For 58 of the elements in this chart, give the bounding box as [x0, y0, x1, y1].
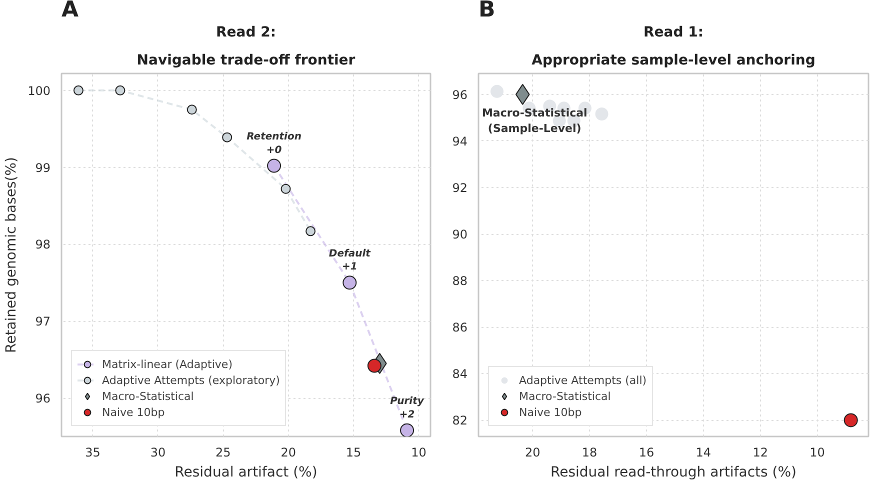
y-tick-label: 97 [35, 314, 51, 329]
point [267, 158, 282, 173]
legend-label: Adaptive Attempts (all) [519, 372, 647, 388]
y-tick-label: 90 [452, 228, 468, 242]
x-axis-title: Residual artifact (%) [174, 464, 318, 480]
x-tick-label: 15 [346, 446, 362, 460]
x-tick-label: 30 [150, 446, 166, 460]
annotation: Default +1 [328, 248, 372, 273]
legend-label: Macro-Statistical [519, 388, 611, 404]
point [222, 132, 232, 142]
text: B [478, 0, 496, 22]
legend-label: Naive 10bp [102, 404, 165, 420]
x-tick-label: 20 [524, 446, 540, 460]
point [844, 413, 858, 428]
point [186, 104, 197, 115]
chart-subtitle: Appropriate sample-level anchoring [532, 52, 816, 68]
legend-label: Macro-Statistical [102, 388, 194, 404]
y-tick-label: 82 [452, 414, 468, 428]
chart-title: Read 1: [644, 24, 704, 40]
y-tick-label: 98 [35, 238, 51, 252]
y-tick-label: 94 [452, 134, 468, 148]
x-tick-label: 18 [582, 446, 598, 460]
chart-subtitle: Navigable trade-off frontier [136, 52, 356, 68]
y-tick-label: 92 [452, 181, 468, 196]
y-tick-label: 88 [452, 274, 468, 288]
text: A [62, 0, 79, 22]
point [280, 184, 291, 194]
x-tick-label: 35 [85, 446, 100, 460]
x-axis-title: Residual read-through artifacts (%) [550, 464, 797, 480]
point [115, 85, 126, 96]
point [73, 85, 84, 96]
annotation: Macro-Statistical (Sample-Level) [482, 106, 588, 136]
point [367, 358, 382, 373]
x-tick-label: 16 [638, 446, 654, 460]
y-tick-label: 99 [35, 160, 51, 175]
chart-title: Read 2: [216, 24, 276, 40]
y-tick-label: 96 [452, 88, 468, 102]
point [306, 226, 316, 236]
x-tick-label: 25 [216, 446, 231, 460]
annotation: Retention +0 [246, 132, 302, 156]
annotation: Purity +2 [390, 396, 424, 420]
x-tick-label: 10 [411, 446, 426, 460]
legend-label: Naive 10bp [519, 404, 582, 420]
y-tick-label: 84 [452, 367, 468, 382]
point [342, 276, 357, 290]
x-tick-label: 12 [752, 446, 768, 460]
y-tick-label: 96 [35, 392, 51, 406]
x-tick-label: 10 [810, 446, 825, 460]
y-axis-title: Retained genomic bases(%) [4, 157, 20, 353]
point [595, 108, 608, 120]
x-tick-label: 14 [696, 446, 712, 460]
legend-label: Adaptive Attempts (exploratory) [102, 372, 280, 388]
x-tick-label: 20 [280, 446, 296, 460]
y-tick-label: 86 [452, 320, 468, 335]
legend-label: Matrix-linear (Adaptive) [102, 356, 232, 372]
point [490, 84, 504, 98]
y-tick-label: 100 [28, 84, 50, 98]
point [400, 423, 414, 436]
